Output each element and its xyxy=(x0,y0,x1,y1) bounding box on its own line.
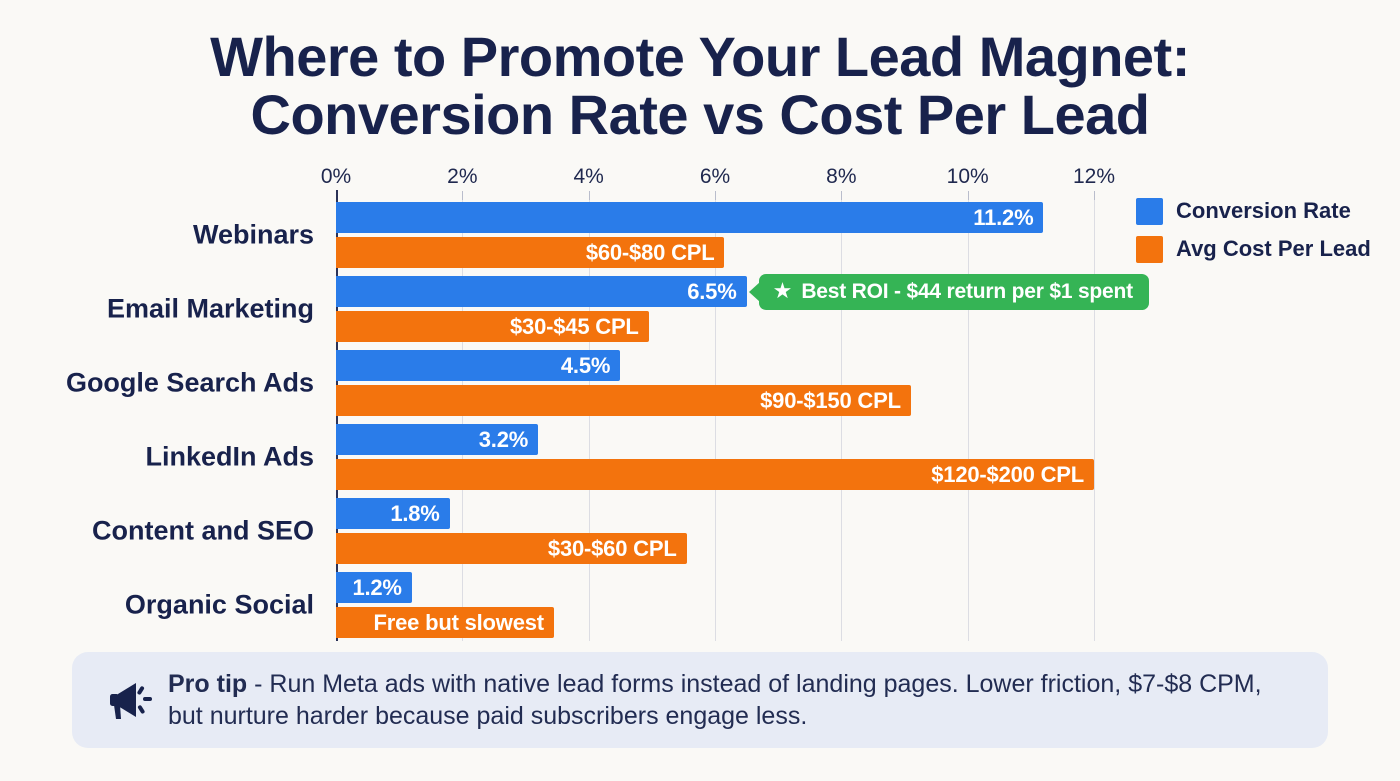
legend-swatch xyxy=(1136,235,1163,263)
gridline xyxy=(1094,196,1095,641)
x-axis-tick-mark xyxy=(588,191,590,200)
x-axis-tick-mark xyxy=(1094,191,1095,200)
bar-conversion-rate[interactable]: 3.2% xyxy=(336,424,539,455)
bar-value-label: 11.2% xyxy=(973,204,1034,230)
gridline xyxy=(462,196,464,641)
bar-value-label: 4.5% xyxy=(560,352,611,378)
bar-value-label: $30-$45 CPL xyxy=(510,313,639,339)
pro-tip-body: - Run Meta ads with native lead forms in… xyxy=(168,670,1262,730)
bar-value-label: $90-$150 CPL xyxy=(760,387,901,413)
bar-value-label: $60-$80 CPL xyxy=(585,239,715,265)
callout-text: Best ROI - $44 return per $1 spent xyxy=(801,280,1133,303)
bar-conversion-rate[interactable]: 11.2% xyxy=(336,202,1044,233)
x-axis-tick-mark xyxy=(715,191,716,200)
category-label: Email Marketing xyxy=(106,293,314,324)
title-line-1: Where to Promote Your Lead Magnet: xyxy=(210,25,1190,88)
legend-item[interactable]: Conversion Rate xyxy=(1136,192,1371,230)
bar-cost-per-lead[interactable]: Free but slowest xyxy=(336,607,554,638)
x-axis-tick-label: 2% xyxy=(447,165,478,188)
x-axis-tick-label: 12% xyxy=(1072,165,1116,188)
chart-legend: Conversion Rate Avg Cost Per Lead xyxy=(1136,192,1371,268)
title-line-2: Conversion Rate vs Cost Per Lead xyxy=(250,83,1150,147)
x-axis-tick-label: 4% xyxy=(573,165,604,188)
bar-value-label: Free but slowest xyxy=(373,609,545,635)
page-title: Where to Promote Your Lead Magnet: Conve… xyxy=(0,25,1400,147)
gridline xyxy=(715,196,716,641)
category-label: Google Search Ads xyxy=(65,367,314,398)
legend-item[interactable]: Avg Cost Per Lead xyxy=(1136,230,1371,268)
category-label: Webinars xyxy=(192,219,314,250)
bar-cost-per-lead[interactable]: $120-$200 CPL xyxy=(336,459,1094,490)
bar-cost-per-lead[interactable]: $30-$45 CPL xyxy=(336,311,649,342)
bar-value-label: $30-$60 CPL xyxy=(547,535,677,561)
pro-tip-card: Pro tip - Run Meta ads with native lead … xyxy=(72,652,1328,748)
bar-value-label: 1.8% xyxy=(390,500,440,526)
bar-value-label: 3.2% xyxy=(478,426,529,452)
pro-tip-text: Pro tip - Run Meta ads with native lead … xyxy=(160,668,1302,732)
x-axis-tick-label: 0% xyxy=(320,165,352,188)
gridline xyxy=(588,196,590,641)
bar-conversion-rate[interactable]: 6.5% xyxy=(336,276,747,307)
x-axis-tick-mark xyxy=(967,191,969,200)
x-axis-tick-mark xyxy=(336,191,337,200)
bar-conversion-rate[interactable]: 1.8% xyxy=(336,498,450,529)
bar-conversion-rate[interactable]: 4.5% xyxy=(336,350,621,381)
star-icon: ★ xyxy=(772,278,793,303)
x-axis-tick-label: 8% xyxy=(826,165,857,188)
megaphone-icon xyxy=(98,679,160,721)
best-roi-callout[interactable]: ★ Best ROI - $44 return per $1 spent xyxy=(758,274,1149,310)
gridline xyxy=(841,196,843,641)
legend-label: Avg Cost Per Lead xyxy=(1176,236,1371,261)
x-axis-tick-label: 10% xyxy=(946,165,989,188)
bar-value-label: 6.5% xyxy=(687,278,737,304)
bar-cost-per-lead[interactable]: $60-$80 CPL xyxy=(336,237,725,268)
category-label: Content and SEO xyxy=(92,515,314,546)
legend-label: Conversion Rate xyxy=(1176,198,1351,223)
category-label: Organic Social xyxy=(124,589,314,620)
x-axis-tick-label: 6% xyxy=(699,165,731,188)
gridline xyxy=(967,196,969,641)
pro-tip-lead: Pro tip xyxy=(168,670,248,698)
bar-chart: 0% 2% 4% 6% 8% 10% 12% Webinars Email Marketing… xyxy=(0,155,1400,645)
legend-swatch xyxy=(1136,197,1163,225)
bar-conversion-rate[interactable]: 1.2% xyxy=(336,572,412,603)
bar-cost-per-lead[interactable]: $90-$150 CPL xyxy=(336,385,911,416)
x-axis-tick-mark xyxy=(462,191,464,200)
bar-value-label: $120-$200 CPL xyxy=(931,461,1084,487)
x-axis-tick-mark xyxy=(841,191,843,200)
bar-cost-per-lead[interactable]: $30-$60 CPL xyxy=(336,533,687,564)
bar-value-label: 1.2% xyxy=(352,574,402,600)
category-label: LinkedIn Ads xyxy=(145,441,314,472)
